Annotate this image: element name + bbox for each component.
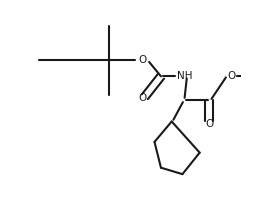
Text: NH: NH (177, 71, 192, 81)
Text: O: O (139, 55, 147, 65)
Text: O: O (139, 93, 147, 103)
Text: O: O (205, 119, 213, 129)
Text: O: O (228, 71, 236, 81)
